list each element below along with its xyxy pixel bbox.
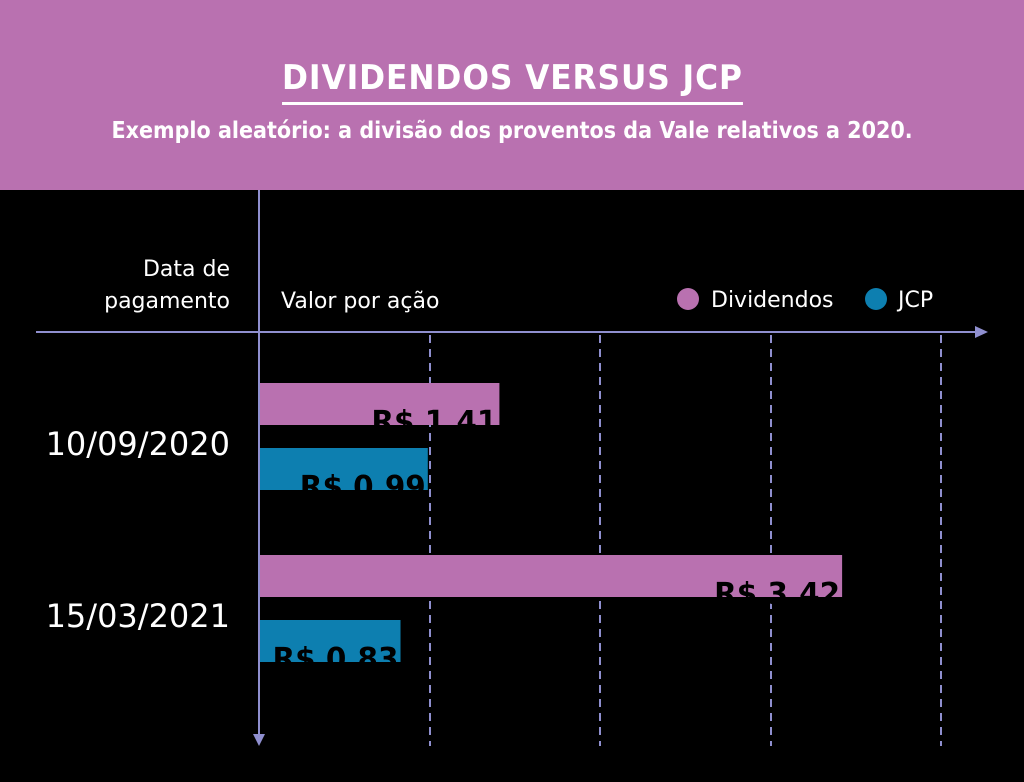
legend-label-jcp: JCP (896, 288, 933, 313)
axes (36, 190, 988, 746)
category-label-1: 15/03/2021 (46, 597, 230, 635)
data-label-dividendos-1: R$ 3.42 (714, 577, 840, 612)
category-label-0: 10/09/2020 (46, 425, 230, 463)
category-labels: 10/09/2020 15/03/2021 (46, 425, 230, 635)
y-axis-label-line1: Data de (143, 257, 230, 282)
chart-header: DIVIDENDOS VERSUS JCP Exemplo aleatório:… (0, 0, 1024, 190)
y-axis-label-line2: pagamento (104, 289, 230, 314)
y-axis-arrow (253, 734, 265, 746)
data-label-jcp-0: R$ 0.99 (300, 470, 426, 505)
legend-label-dividendos: Dividendos (711, 288, 834, 313)
data-label-dividendos-0: R$ 1.41 (371, 405, 497, 440)
data-label-jcp-1: R$ 0.83 (273, 642, 399, 677)
bar-jcp-0 (260, 448, 428, 490)
x-axis-arrow (975, 326, 988, 338)
chart-title-text: DIVIDENDOS VERSUS JCP (281, 58, 743, 105)
chart-subtitle-text: Exemplo aleatório: a divisão dos provent… (111, 118, 913, 144)
bar-dividendos-0 (260, 383, 500, 425)
x-axis-label: Valor por ação (281, 289, 439, 314)
legend: Dividendos JCP (677, 288, 933, 313)
chart-title: DIVIDENDOS VERSUS JCP (0, 58, 1024, 105)
bar-jcp-1 (260, 620, 401, 662)
gridlines (429, 335, 942, 746)
chart-subtitle: Exemplo aleatório: a divisão dos provent… (0, 118, 1024, 144)
bars: R$ 1.41 R$ 0.99 R$ 3.42 R$ 0.83 (260, 383, 843, 677)
legend-marker-jcp (865, 288, 887, 310)
bar-dividendos-1 (260, 555, 843, 597)
legend-marker-dividendos (677, 288, 699, 310)
